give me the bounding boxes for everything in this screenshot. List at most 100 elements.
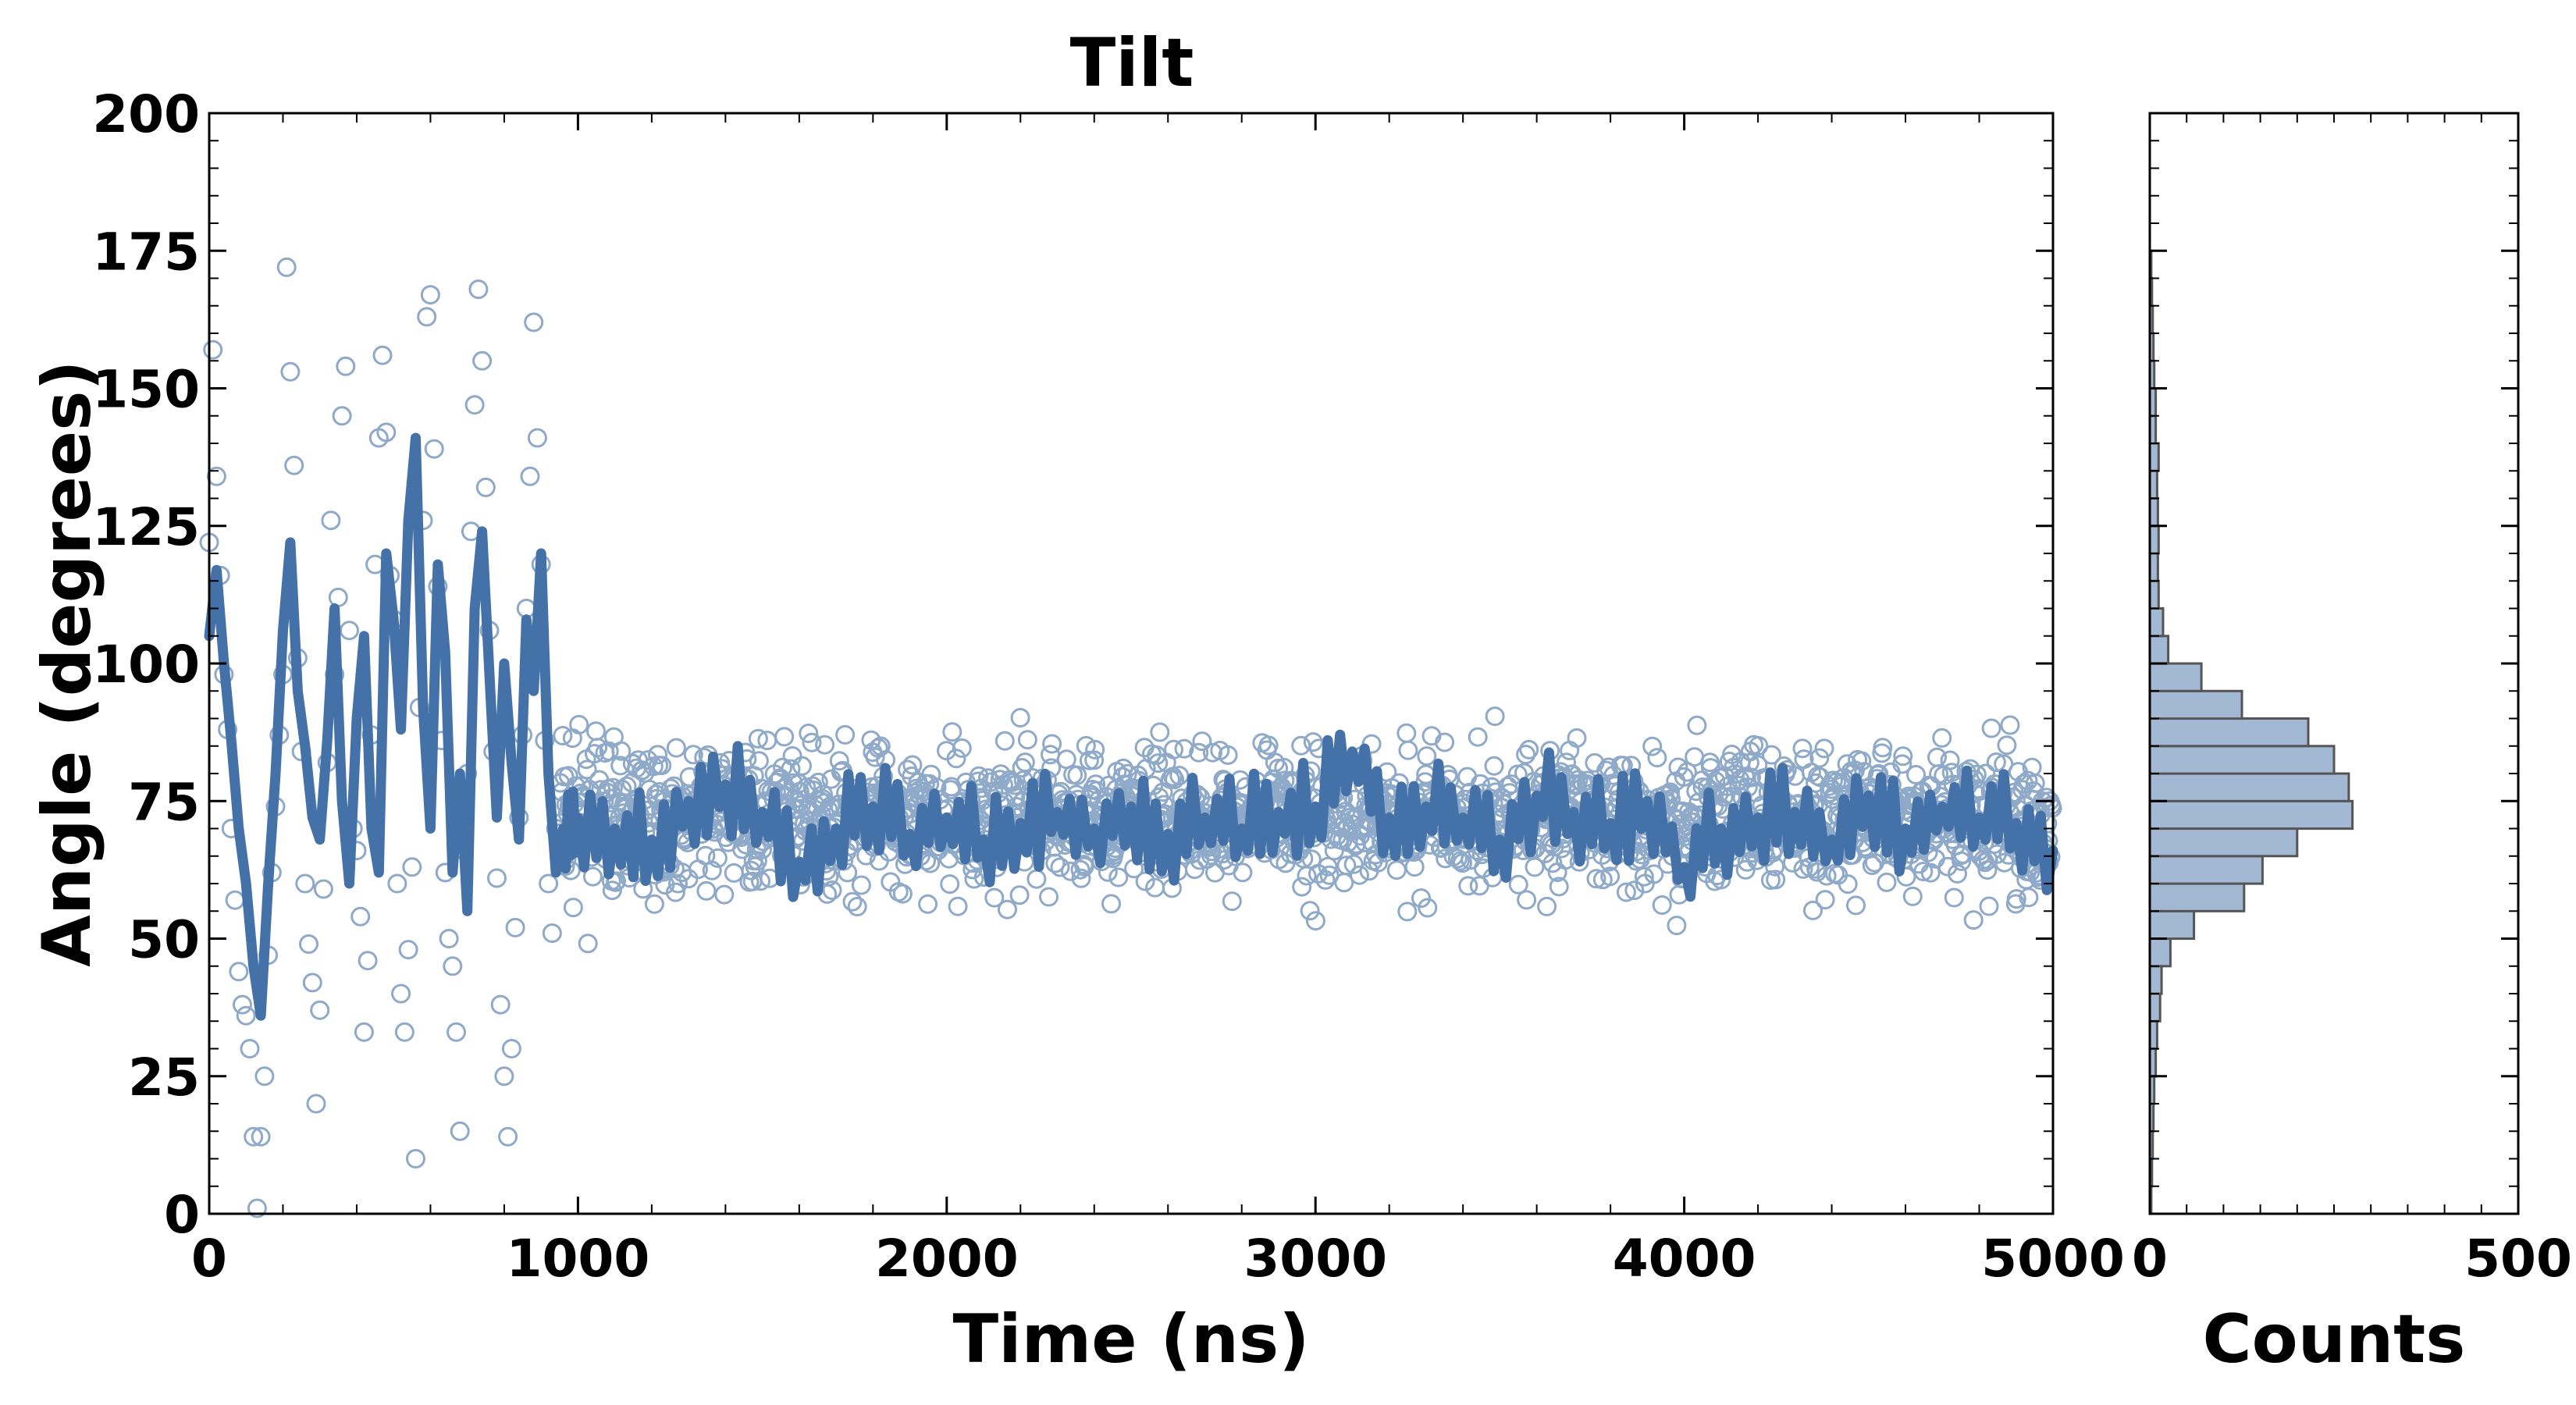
scatter-point (387, 873, 407, 894)
scatter-point (792, 756, 812, 776)
scatter-point (1644, 864, 1664, 884)
scatter-point (1981, 718, 2001, 738)
histogram-tick-label: 0 (2132, 1229, 2168, 1289)
scatter-point (206, 466, 226, 486)
scatter-point (1189, 742, 1209, 763)
histogram-bar (2148, 442, 2160, 472)
histogram-bar (2148, 662, 2203, 692)
scatter-point (203, 340, 223, 360)
scatter-point (1711, 870, 1731, 890)
scatter-point (1940, 750, 1960, 770)
scatter-point (1948, 863, 1967, 884)
scatter-point (1017, 730, 1037, 750)
scatter-point (749, 751, 769, 771)
scatter-point (1457, 767, 1478, 787)
scatter-point (773, 757, 793, 777)
histogram-plot: 0 500 Counts (2132, 112, 2572, 1378)
y-tick-label: 75 (128, 772, 200, 832)
scatter-point (1815, 890, 1835, 910)
scatter-point (578, 934, 598, 954)
scatter-point (822, 880, 842, 900)
scatter-point (851, 875, 871, 895)
scatter-point (1218, 745, 1238, 765)
y-tick-label: 175 (92, 222, 200, 282)
scatter-point (490, 994, 511, 1015)
scatter-point (276, 257, 297, 277)
x-tick-label: 5000 (1981, 1229, 2125, 1289)
scatter-point (2014, 774, 2034, 794)
scatter-point (1586, 869, 1606, 889)
scatter-point (501, 1039, 521, 1058)
scatter-point (612, 779, 632, 799)
scatter-point (295, 873, 315, 894)
scatter-point (1026, 869, 1047, 889)
scatter-point (865, 747, 885, 767)
scatter-point (1846, 895, 1866, 916)
scatter-point (520, 466, 540, 486)
scatter-point (940, 874, 960, 895)
scatter-point (1450, 851, 1470, 871)
scatter-point (1893, 746, 1913, 767)
scatter-point (1735, 767, 1755, 787)
scatter-point (998, 899, 1017, 919)
scatter-point (398, 940, 418, 960)
y-tick-label: 125 (92, 497, 200, 557)
scatter-point (696, 880, 717, 901)
scatter-point (1944, 887, 1964, 908)
scatter-point (1979, 896, 1999, 916)
histogram-bar (2148, 772, 2350, 802)
scatter-point (1852, 751, 1872, 771)
scatter-point (1762, 745, 1781, 765)
x-axis-ticks: 0 1000 2000 3000 4000 5000 (191, 113, 2125, 1289)
scatter-point (569, 714, 589, 735)
scatter-point (1098, 862, 1118, 882)
histogram-tick-label: 500 (2464, 1229, 2572, 1289)
scatter-point (487, 868, 507, 888)
histogram-bar (2148, 745, 2336, 775)
scatter-point (942, 722, 962, 742)
scatter-point (668, 873, 688, 894)
histogram-bar (2148, 635, 2170, 665)
scatter-point (1674, 767, 1694, 787)
histogram-bar (2148, 937, 2172, 968)
scatter-point (475, 477, 496, 497)
scatter-point (1291, 735, 1311, 756)
scatter-point (2025, 773, 2045, 793)
scatter-point (1417, 746, 1437, 767)
scatter-point (1039, 887, 1059, 907)
scatter-point (1202, 742, 1222, 763)
scatter-point (1147, 745, 1167, 766)
scatter-point (1386, 860, 1407, 880)
scatter-point (225, 890, 245, 910)
scatter-point (870, 736, 891, 756)
histogram-bar (2148, 799, 2354, 831)
scatter-point (1484, 756, 1504, 776)
scatter-point (1042, 734, 1062, 754)
scatter-point (1803, 900, 1823, 920)
scatter-point (1642, 736, 1663, 756)
scatter-point (1085, 739, 1105, 759)
scatter-point (1963, 910, 1984, 930)
scatter-point (450, 1121, 470, 1141)
scatter-point (472, 350, 493, 371)
scatter-point (376, 422, 397, 443)
scatter-point (244, 1126, 264, 1147)
scatter-point (1600, 866, 1621, 887)
scatter-point (332, 406, 352, 426)
scatter-point (1537, 896, 1557, 916)
scatter-point (494, 1066, 514, 1087)
scatter-point (1739, 752, 1759, 773)
scatter-point (553, 726, 573, 745)
scatter-point (921, 764, 941, 784)
scatter-point (652, 756, 672, 776)
scatter-point (1101, 894, 1121, 914)
scatter-point (751, 871, 770, 891)
scatter-point (984, 887, 1005, 908)
scatter-point (358, 951, 378, 971)
scatter-point (1986, 752, 2006, 772)
scatter-point (1108, 867, 1129, 887)
scatter-point (394, 1022, 415, 1042)
scatter-point (1169, 766, 1190, 786)
scatter-point (1519, 739, 1539, 759)
scatter-point (666, 738, 686, 758)
